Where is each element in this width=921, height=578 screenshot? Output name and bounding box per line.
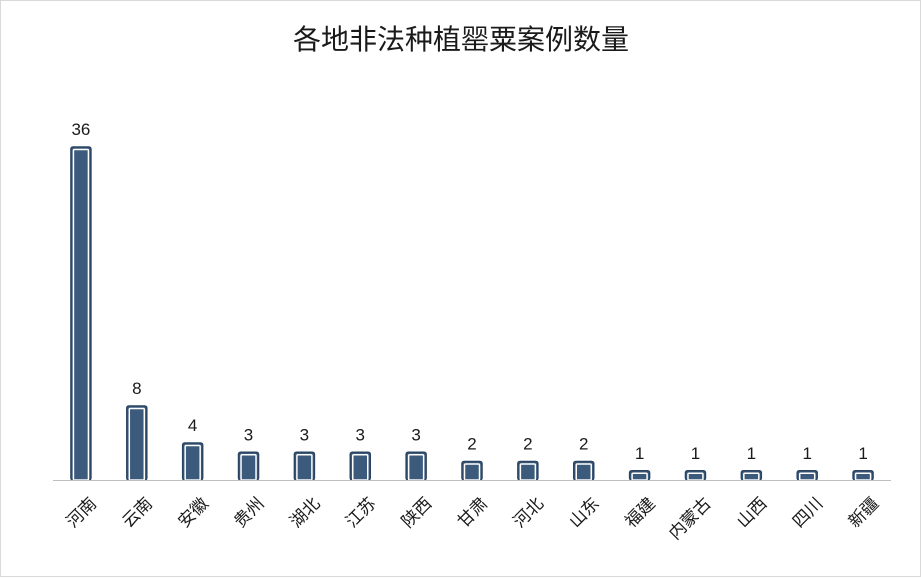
data-label: 3 — [411, 425, 420, 444]
data-label: 1 — [635, 444, 644, 463]
data-label: 2 — [523, 435, 532, 454]
category-label: 湖北 — [286, 494, 324, 532]
category-labels-group: 河南 云南 安徽 贵州 湖北 江苏 陕西 甘肃 河北 山东 福建 内蒙古 山西 四川 新疆 — [63, 494, 883, 544]
category-label: 山西 — [733, 494, 771, 532]
data-label: 4 — [188, 416, 197, 435]
category-label: 河南 — [63, 494, 101, 532]
category-label: 云南 — [119, 494, 157, 532]
category-label: 甘肃 — [454, 494, 492, 532]
data-label: 3 — [244, 425, 253, 444]
data-label: 1 — [691, 444, 700, 463]
data-label: 36 — [71, 120, 90, 139]
data-label: 3 — [356, 425, 365, 444]
data-label: 2 — [467, 435, 476, 454]
data-label: 1 — [802, 444, 811, 463]
data-label: 1 — [747, 444, 756, 463]
bars-group — [70, 146, 874, 481]
category-label: 江苏 — [342, 494, 380, 532]
category-label: 四川 — [789, 494, 827, 532]
category-label: 安徽 — [175, 494, 213, 532]
data-labels-group: 36 8 4 3 3 3 3 2 2 2 1 1 1 1 1 — [71, 120, 867, 463]
category-label: 河北 — [510, 494, 548, 532]
category-label: 山东 — [566, 494, 604, 532]
category-label: 新疆 — [845, 494, 883, 532]
category-label: 贵州 — [230, 494, 268, 532]
category-label: 福建 — [621, 494, 659, 532]
category-label: 陕西 — [398, 494, 436, 532]
data-label: 2 — [579, 435, 588, 454]
chart-title: 各地非法种植罂粟案例数量 — [293, 24, 629, 55]
data-label: 3 — [300, 425, 309, 444]
data-label: 1 — [858, 444, 867, 463]
data-label: 8 — [132, 379, 141, 398]
category-label: 内蒙古 — [665, 494, 715, 544]
